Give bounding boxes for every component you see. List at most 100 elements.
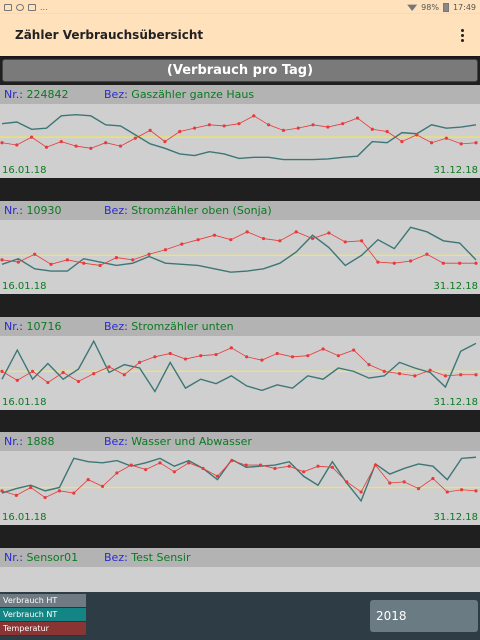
- battery-icon: [442, 2, 449, 12]
- overflow-menu-icon[interactable]: [457, 25, 468, 46]
- series-ht-point: [261, 236, 266, 241]
- meter-panel[interactable]: Nr.: 224842 Bez: Gaszähler ganze Haus 16.0…: [0, 85, 480, 178]
- meter-panel[interactable]: Nr.: 1888 Bez: Wasser und Abwasser 16.01.1…: [0, 432, 480, 525]
- series-ht-point: [459, 373, 463, 377]
- meter-name: Stromzähler unten: [131, 320, 234, 333]
- meter-panel[interactable]: Nr.: Sensor01 Bez: Test Sensir: [0, 548, 480, 593]
- meter-number: 10930: [26, 204, 62, 217]
- series-ht-point: [215, 474, 220, 478]
- series-ht-point: [144, 467, 148, 472]
- series-ht-point: [168, 351, 172, 356]
- series-ht-point: [44, 145, 49, 149]
- legend-ht[interactable]: Verbrauch HT: [0, 594, 86, 608]
- series-ht-point: [431, 476, 435, 481]
- series-ht-point: [287, 464, 291, 468]
- series-ht-point: [316, 464, 320, 468]
- meter-name: Stromzähler oben (Sonja): [131, 204, 272, 217]
- series-ht-point: [172, 470, 176, 474]
- series-ht-point: [49, 262, 53, 266]
- meter-header: Nr.: 1888 Bez: Wasser und Abwasser: [0, 432, 480, 451]
- series-ht-point: [15, 378, 19, 382]
- series-ht-point: [397, 372, 402, 376]
- series-nt-line: [1, 114, 477, 161]
- series-ht-point: [180, 242, 184, 246]
- series-ht-point: [158, 461, 162, 465]
- series-ht-point: [428, 368, 432, 372]
- end-date: 31.12.18: [433, 512, 478, 523]
- series-ht-point: [43, 495, 47, 500]
- series-ht-point: [445, 490, 449, 494]
- meter-panel[interactable]: Nr.: 10930 Bez: Stromzähler oben (Sonja) 1…: [0, 201, 480, 294]
- chart-area: 16.01.18 31.12.18: [0, 220, 480, 294]
- series-ht-point: [321, 347, 325, 351]
- bez-label: Bez:: [104, 320, 128, 333]
- start-date: 16.01.18: [2, 165, 47, 176]
- meter-header: Nr.: 10930 Bez: Stromzähler oben (Sonja): [0, 201, 480, 220]
- series-ht-point: [376, 260, 380, 264]
- series-ht-point: [273, 466, 277, 471]
- series-ht-point: [57, 489, 62, 493]
- series-ht-point: [29, 485, 33, 490]
- series-ht-point: [385, 129, 389, 134]
- series-ht-point: [107, 365, 111, 369]
- series-ht-point: [15, 143, 19, 147]
- series-ht-point: [429, 141, 434, 145]
- usage-chart: [0, 226, 480, 273]
- series-ht-point: [370, 127, 374, 131]
- series-ht-line: [1, 460, 477, 499]
- clock: 17:49: [452, 2, 476, 12]
- series-ht-point: [367, 363, 371, 367]
- legend-temp[interactable]: Temperatur: [0, 622, 86, 636]
- series-ht-point: [163, 140, 167, 144]
- series-ht-point: [196, 238, 200, 242]
- meter-header: Nr.: 224842 Bez: Gaszähler ganze Haus: [0, 85, 480, 104]
- gallery-icon: [4, 3, 12, 11]
- series-ht-point: [474, 261, 478, 265]
- series-ht-point: [187, 461, 191, 465]
- series-ht-point: [474, 373, 478, 377]
- series-ht-point: [413, 374, 417, 378]
- series-ht-point: [30, 135, 34, 139]
- series-nt-line: [1, 456, 477, 503]
- series-ht-point: [104, 141, 108, 145]
- nr-label: Nr.:: [4, 88, 23, 101]
- meter-panel[interactable]: Nr.: 10716 Bez: Stromzähler unten 16.01.18…: [0, 317, 480, 410]
- end-date: 31.12.18: [433, 397, 478, 408]
- legend: Verbrauch HT Verbrauch NT Temperatur: [0, 594, 86, 636]
- legend-nt[interactable]: Verbrauch NT: [0, 608, 86, 622]
- nr-label: Nr.:: [4, 435, 23, 448]
- series-ht-point: [409, 259, 413, 263]
- series-ht-point: [306, 354, 310, 358]
- meter-header: Nr.: Sensor01 Bez: Test Sensir: [0, 548, 480, 567]
- series-ht-point: [229, 346, 233, 350]
- series-ht-point: [355, 116, 360, 120]
- nr-label: Nr.:: [4, 551, 23, 564]
- notification-dots: ...: [40, 2, 48, 12]
- series-ht-point: [275, 351, 279, 356]
- series-ht-point: [373, 463, 378, 467]
- year-selector[interactable]: 2018: [370, 600, 478, 632]
- meter-number: 1888: [26, 435, 55, 448]
- series-ht-point: [46, 380, 50, 385]
- app-bar: Zähler Verbrauchsübersicht: [0, 14, 480, 56]
- nr-label: Nr.:: [4, 204, 23, 217]
- meter-name: Test Sensir: [131, 551, 191, 564]
- series-ht-point: [252, 114, 256, 118]
- series-ht-point: [147, 252, 151, 256]
- series-ht-point: [459, 142, 463, 146]
- series-ht-point: [460, 488, 464, 492]
- series-ht-point: [359, 490, 363, 494]
- series-ht-point: [133, 136, 137, 140]
- series-ht-point: [138, 360, 142, 364]
- series-ht-point: [131, 258, 135, 262]
- series-ht-line: [1, 115, 477, 149]
- series-ht-point: [16, 260, 20, 264]
- series-ht-point: [192, 126, 197, 130]
- battery-percent: 98%: [421, 2, 439, 12]
- series-ht-point: [118, 144, 123, 148]
- meter-number: 10716: [26, 320, 62, 333]
- meter-header: Nr.: 10716 Bez: Stromzähler unten: [0, 317, 480, 336]
- series-ht-point: [0, 258, 4, 262]
- series-ht-point: [341, 122, 345, 126]
- series-ht-point: [326, 125, 330, 129]
